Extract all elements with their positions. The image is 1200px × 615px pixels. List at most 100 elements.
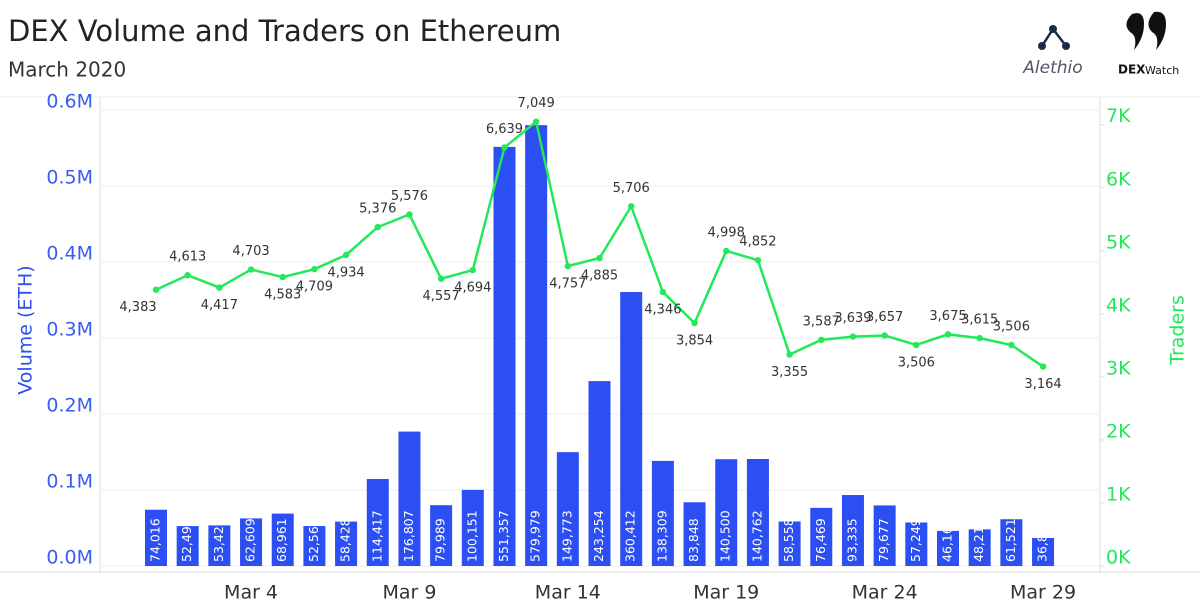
bar-label: 79,677 — [876, 518, 891, 562]
bar-label: 53,427 — [211, 518, 226, 562]
traders-point — [786, 351, 793, 358]
bar — [461, 489, 484, 566]
bar-label: 100,151 — [464, 510, 479, 562]
traders-point — [501, 144, 508, 151]
traders-point — [659, 288, 667, 296]
bar-label: 61,521 — [1003, 518, 1018, 562]
traders-point — [1039, 363, 1047, 370]
point-label: 4,998 — [708, 225, 745, 240]
bar-label: 68,961 — [274, 518, 289, 562]
bar-label: 58,558 — [781, 518, 796, 562]
y-tick-label: 0.5M — [46, 166, 93, 188]
bar-label: 579,979 — [528, 510, 543, 562]
bar-label: 360,412 — [623, 510, 638, 562]
y2-tick-label: 7K — [1106, 105, 1131, 127]
chart-subtitle: March 2020 — [8, 58, 126, 82]
y2-tick-label: 3K — [1106, 357, 1131, 379]
point-label: 3,854 — [676, 334, 713, 349]
bar — [208, 525, 231, 566]
chart-title: DEX Volume and Traders on Ethereum — [8, 14, 561, 48]
bar-label: 93,335 — [844, 518, 859, 562]
point-label: 4,694 — [454, 281, 491, 296]
bar-label: 138,309 — [654, 510, 669, 562]
bar — [366, 479, 389, 566]
bar-label: 48,212 — [971, 518, 986, 562]
traders-point — [469, 266, 476, 274]
point-label: 5,576 — [391, 189, 428, 204]
bar — [493, 146, 516, 566]
point-label: 4,709 — [296, 280, 333, 295]
point-label: 6,639 — [486, 122, 523, 137]
alethio-logo: Alethio — [1022, 25, 1083, 78]
x-tick-label: Mar 14 — [535, 582, 601, 604]
traders-point — [596, 254, 603, 262]
point-label: 3,615 — [961, 313, 998, 328]
y-axis-title: Volume (ETH) — [15, 265, 37, 394]
bar-label: 551,357 — [496, 510, 511, 562]
point-label: 3,675 — [929, 309, 966, 324]
bar — [271, 513, 294, 566]
y-tick-label: 0.4M — [46, 242, 93, 264]
point-label: 4,557 — [423, 289, 460, 304]
point-label: 4,583 — [264, 288, 301, 303]
point-label: 3,657 — [866, 310, 903, 325]
bar-label: 57,249 — [908, 518, 923, 562]
x-tick-label: Mar 19 — [693, 582, 759, 604]
bar — [430, 505, 453, 566]
traders-point — [628, 203, 635, 210]
point-label: 3,587 — [803, 314, 840, 329]
point-label: 4,417 — [201, 298, 238, 313]
bar — [525, 125, 548, 567]
traders-point — [342, 251, 350, 259]
bar — [588, 381, 611, 566]
point-label: 4,346 — [644, 303, 681, 318]
traders-point — [564, 262, 572, 270]
traders-point — [406, 211, 413, 218]
y2-tick-label: 0K — [1106, 547, 1131, 569]
point-label: 4,383 — [119, 300, 156, 315]
bar — [683, 502, 706, 566]
bar-label: 140,762 — [749, 510, 764, 562]
bar — [937, 530, 959, 566]
bar-label: 36,852 — [1035, 518, 1050, 562]
traders-point — [152, 286, 160, 293]
traders-point — [976, 334, 983, 342]
y-tick-label: 0.0M — [46, 547, 93, 569]
bar-label: 140,500 — [718, 510, 733, 562]
traders-point — [247, 266, 255, 273]
bar — [746, 459, 769, 566]
bar — [145, 509, 167, 566]
bar — [651, 460, 674, 566]
point-label: 4,885 — [581, 269, 618, 284]
dexwatch-logo: DEX Watch — [1118, 11, 1179, 77]
point-label: 3,506 — [898, 355, 935, 370]
bar — [841, 495, 864, 566]
y2-tick-label: 2K — [1106, 420, 1131, 442]
bar-label: 46,162 — [940, 518, 955, 562]
y-tick-label: 0.2M — [46, 394, 93, 416]
bar — [398, 431, 421, 566]
logo-text: Alethio — [1022, 58, 1082, 78]
y2-tick-label: 5K — [1106, 231, 1131, 253]
bar-label: 243,254 — [591, 510, 606, 562]
x-tick-label: Mar 29 — [1010, 582, 1076, 604]
traders-point — [1008, 341, 1015, 349]
traders-point — [279, 273, 286, 281]
y2-axis-title: Traders — [1167, 295, 1189, 366]
traders-point — [691, 319, 698, 327]
traders-point — [216, 284, 223, 291]
traders-point — [532, 118, 540, 125]
point-label: 3,639 — [834, 311, 871, 326]
traders-point — [944, 331, 952, 338]
bar-label: 149,773 — [559, 510, 574, 562]
y-tick-label: 0.6M — [46, 90, 93, 112]
bar-label: 76,469 — [813, 518, 828, 562]
bar-label: 52,498 — [179, 518, 194, 562]
bar — [968, 529, 991, 566]
point-label: 4,703 — [232, 244, 269, 259]
point-label: 7,049 — [518, 96, 555, 111]
bar — [905, 522, 928, 566]
bar-label: 58,428 — [338, 518, 353, 562]
